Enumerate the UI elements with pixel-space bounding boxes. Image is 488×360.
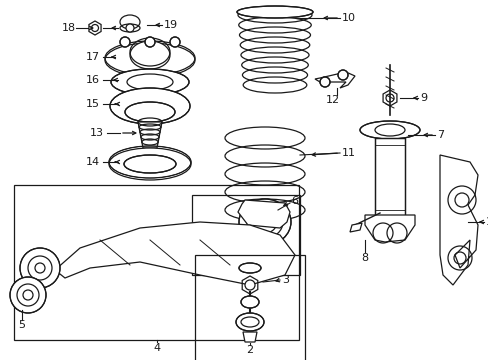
Circle shape [10,277,46,313]
Text: 19: 19 [163,20,178,30]
Text: 15: 15 [86,99,100,109]
Text: 3: 3 [282,275,288,285]
Ellipse shape [241,296,259,308]
Circle shape [337,70,347,80]
Polygon shape [138,122,162,148]
Ellipse shape [130,41,170,69]
Circle shape [20,248,60,288]
Ellipse shape [237,6,312,18]
Polygon shape [55,222,294,285]
Text: 5: 5 [19,320,25,330]
Text: 17: 17 [86,52,100,62]
Text: 6: 6 [290,196,297,206]
Circle shape [244,280,254,290]
Circle shape [145,37,155,47]
Circle shape [170,37,180,47]
Ellipse shape [110,88,190,124]
Bar [195,255,305,360]
Polygon shape [243,332,257,342]
Circle shape [319,77,329,87]
Text: 11: 11 [341,148,355,158]
Bar [374,138,404,218]
Circle shape [385,94,393,102]
Text: 8: 8 [361,253,368,263]
Bar [14,185,298,340]
Ellipse shape [359,121,419,139]
Text: 18: 18 [62,23,76,33]
Ellipse shape [125,102,175,122]
Circle shape [120,37,130,47]
Circle shape [91,24,98,31]
Text: 2: 2 [246,345,253,355]
Text: 9: 9 [419,93,426,103]
Text: 16: 16 [86,75,100,85]
Text: 1: 1 [485,217,488,227]
Polygon shape [314,72,354,88]
Text: 7: 7 [436,130,443,140]
Text: 4: 4 [153,343,160,353]
Ellipse shape [120,15,140,29]
Text: 13: 13 [90,128,104,138]
Text: 10: 10 [341,13,355,23]
Ellipse shape [109,148,191,180]
Polygon shape [349,223,361,232]
Ellipse shape [111,69,189,95]
Ellipse shape [239,263,261,273]
Ellipse shape [239,199,290,245]
Bar [374,138,404,218]
Text: 14: 14 [86,157,100,167]
Ellipse shape [124,155,176,173]
Bar [192,195,299,275]
Ellipse shape [105,43,195,77]
Polygon shape [439,155,477,285]
Polygon shape [238,200,289,228]
Polygon shape [364,215,414,242]
Ellipse shape [236,313,264,331]
Circle shape [126,24,134,32]
Text: 12: 12 [325,95,339,105]
